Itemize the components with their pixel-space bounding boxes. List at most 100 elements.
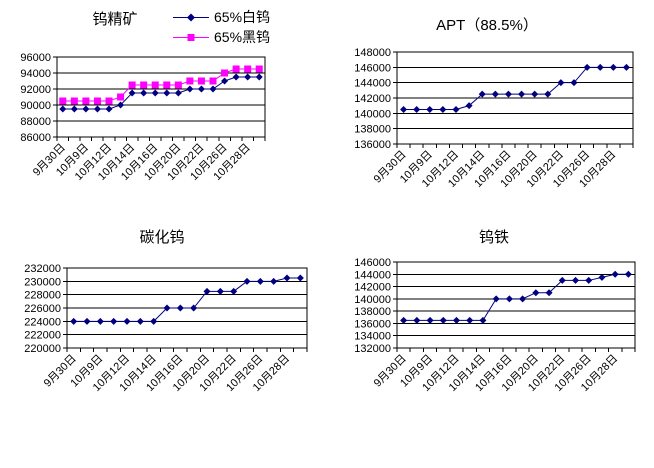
x-axis-ticks xyxy=(56,137,266,141)
data-point-marker xyxy=(572,276,579,284)
svg-text:144000: 144000 xyxy=(354,269,391,281)
data-point-marker xyxy=(174,81,182,89)
series-碳化钨 xyxy=(70,274,304,325)
data-point-marker xyxy=(583,63,591,71)
y-axis-labels: 86000 88000 90000 92000 94000 96000 xyxy=(20,52,51,144)
chart-ferrotungsten: 132000 134000 136000 138000 140000 142000 1440… xyxy=(330,222,650,438)
svg-text:94000: 94000 xyxy=(20,68,51,80)
data-point-marker xyxy=(244,65,252,73)
data-point-marker xyxy=(82,105,90,113)
legend-label-black-tungsten: 65%黑钨 xyxy=(214,29,271,45)
data-point-marker xyxy=(283,274,291,282)
black-tungsten-series-marker-icon xyxy=(173,33,209,41)
data-point-marker xyxy=(413,316,421,324)
data-point-marker xyxy=(93,105,101,113)
data-point-marker xyxy=(557,79,565,87)
legend-label-white-tungsten: 65%白钨 xyxy=(214,9,271,25)
data-point-marker xyxy=(570,79,578,87)
data-point-marker xyxy=(209,85,217,93)
x-axis-ticks xyxy=(396,348,636,352)
data-point-marker xyxy=(532,289,540,297)
y-axis-labels: 136000 138000 140000 142000 144000 146000 1480… xyxy=(354,47,391,151)
data-point-marker xyxy=(255,73,263,81)
data-point-marker xyxy=(70,105,78,113)
data-point-marker xyxy=(59,97,67,105)
data-point-marker xyxy=(93,97,101,105)
x-axis-labels: 9月30日10月9日10月12日10月14日10月16日10月20日10月22日… xyxy=(372,149,619,190)
data-point-marker xyxy=(426,106,434,113)
chart-tungsten-concentrate: 86000 88000 90000 92000 94000 96000 9月30日 10月9日… xyxy=(14,2,320,218)
data-point-marker xyxy=(70,97,78,105)
svg-text:134000: 134000 xyxy=(354,331,391,343)
gridlines xyxy=(393,51,633,145)
series-钨铁 xyxy=(400,270,632,324)
data-point-marker xyxy=(70,317,78,325)
data-point-marker xyxy=(452,106,460,113)
svg-text:86000: 86000 xyxy=(20,132,51,144)
data-point-marker xyxy=(232,73,240,81)
data-point-marker xyxy=(83,317,91,325)
chart-title-tungsten-carbide: 碳化钨 xyxy=(139,229,185,246)
x-axis-labels: 9月30日10月9日10月12日10月14日10月16日10月20日10月22日… xyxy=(31,142,253,183)
legend: 65%白钨 65%黑钨 xyxy=(172,7,270,47)
data-point-marker xyxy=(203,287,211,295)
data-point-marker xyxy=(197,77,205,85)
data-point-marker xyxy=(123,317,131,325)
data-point-marker xyxy=(82,97,90,105)
svg-text:144000: 144000 xyxy=(354,78,391,90)
data-point-marker xyxy=(624,270,632,278)
y-axis-labels: 1320001340001360001380001400001420001440… xyxy=(354,257,391,355)
data-point-marker xyxy=(270,277,278,285)
data-point-marker xyxy=(426,316,434,324)
svg-text:138000: 138000 xyxy=(354,306,391,318)
data-point-marker xyxy=(400,106,408,113)
data-point-marker xyxy=(221,69,229,77)
plot-area-ferrotungsten: 1320001340001360001380001400001420001440… xyxy=(354,257,636,394)
series-65%白钨 xyxy=(59,73,263,113)
plot-border xyxy=(396,261,636,349)
svg-text:228000: 228000 xyxy=(24,290,61,302)
svg-text:138000: 138000 xyxy=(354,124,391,136)
data-point-marker xyxy=(163,304,171,312)
data-point-marker xyxy=(221,77,229,85)
data-point-marker xyxy=(492,295,500,303)
data-point-marker xyxy=(558,276,566,284)
svg-text:220000: 220000 xyxy=(24,343,61,355)
svg-text:146000: 146000 xyxy=(354,62,391,74)
series-65%黑钨 xyxy=(59,65,263,105)
data-point-marker xyxy=(478,90,486,98)
data-point-marker xyxy=(186,77,194,85)
data-point-marker xyxy=(128,81,136,89)
data-point-marker xyxy=(622,63,630,71)
data-point-marker xyxy=(232,65,240,73)
svg-text:136000: 136000 xyxy=(354,318,391,330)
data-point-marker xyxy=(117,101,125,109)
white-tungsten-series-marker-icon xyxy=(173,13,209,21)
legend-item-white-tungsten: 65%白钨 xyxy=(172,7,270,27)
svg-text:148000: 148000 xyxy=(354,47,391,59)
data-point-marker xyxy=(504,90,512,98)
svg-text:96000: 96000 xyxy=(20,52,51,64)
svg-text:226000: 226000 xyxy=(24,303,61,315)
data-point-marker xyxy=(59,105,67,113)
data-point-marker xyxy=(255,65,263,73)
data-point-marker xyxy=(244,73,252,81)
data-point-marker xyxy=(544,90,552,98)
data-point-marker xyxy=(174,89,182,97)
data-point-marker xyxy=(140,81,148,89)
data-point-marker xyxy=(128,89,136,97)
data-point-marker xyxy=(585,276,593,284)
data-point-marker xyxy=(596,63,604,71)
data-point-marker xyxy=(163,81,171,89)
data-point-marker xyxy=(140,89,148,97)
chart-title-tungsten-concentrate: 钨精矿 xyxy=(92,11,138,28)
svg-text:140000: 140000 xyxy=(354,294,391,306)
data-point-marker xyxy=(105,105,113,113)
svg-text:146000: 146000 xyxy=(354,257,391,269)
data-point-marker xyxy=(197,85,205,93)
svg-text:88000: 88000 xyxy=(20,116,51,128)
data-point-marker xyxy=(176,304,184,312)
